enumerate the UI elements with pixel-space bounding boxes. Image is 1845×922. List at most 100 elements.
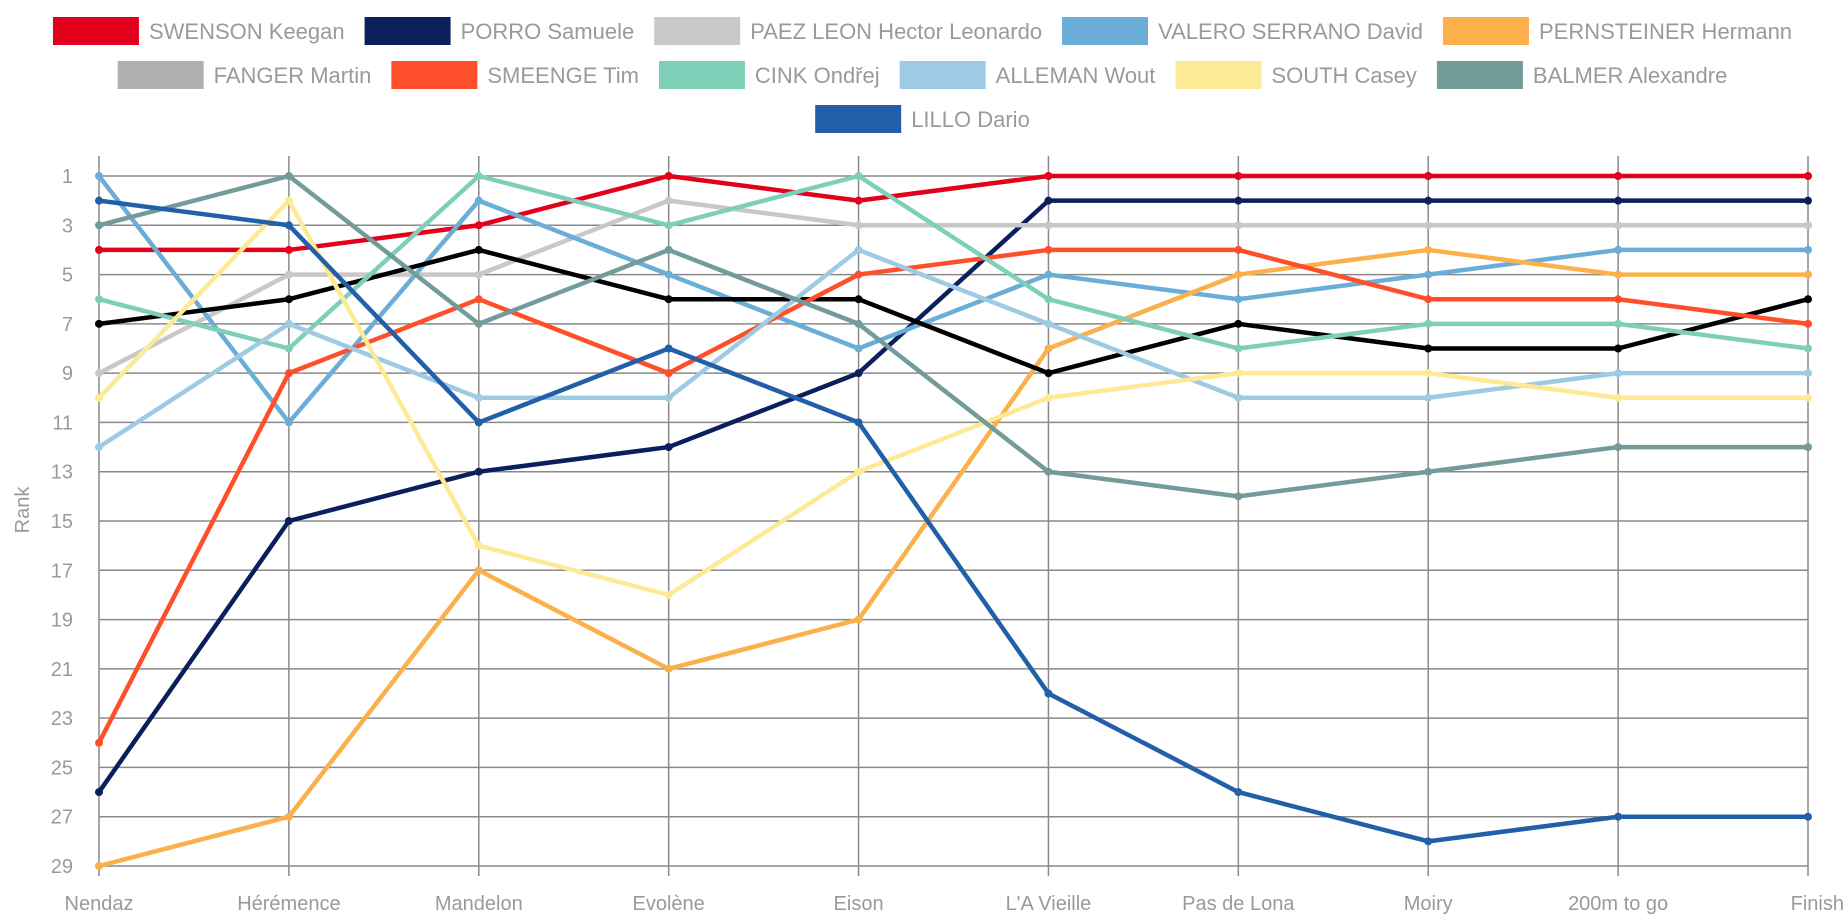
data-point[interactable] <box>284 517 293 525</box>
data-point[interactable] <box>1234 393 1243 402</box>
data-point[interactable] <box>1044 221 1053 230</box>
data-point[interactable] <box>95 862 103 870</box>
data-point[interactable] <box>664 172 673 180</box>
data-point[interactable] <box>1044 319 1053 328</box>
data-point[interactable] <box>1614 221 1623 230</box>
data-point[interactable] <box>854 418 863 427</box>
data-point[interactable] <box>854 319 863 328</box>
data-point[interactable] <box>474 221 483 230</box>
data-point[interactable] <box>95 788 103 797</box>
data-point[interactable] <box>1614 319 1623 328</box>
data-point[interactable] <box>1424 467 1433 476</box>
data-point[interactable] <box>1424 295 1433 304</box>
data-point[interactable] <box>854 196 863 205</box>
data-point[interactable] <box>854 369 863 378</box>
data-point[interactable] <box>1424 344 1433 353</box>
data-point[interactable] <box>474 467 483 476</box>
data-point[interactable] <box>474 270 483 279</box>
data-point[interactable] <box>1804 172 1812 180</box>
data-point[interactable] <box>854 344 863 353</box>
legend-item-smeenge-tim[interactable]: SMEENGE Tim <box>391 61 639 89</box>
data-point[interactable] <box>474 393 483 402</box>
data-point[interactable] <box>1804 369 1812 378</box>
data-point[interactable] <box>854 172 863 180</box>
data-point[interactable] <box>284 245 293 254</box>
data-point[interactable] <box>1044 270 1053 279</box>
data-point[interactable] <box>1234 295 1243 304</box>
data-point[interactable] <box>95 245 103 254</box>
data-point[interactable] <box>854 615 863 624</box>
data-point[interactable] <box>284 196 293 205</box>
data-point[interactable] <box>284 319 293 328</box>
series-line[interactable] <box>96 247 1811 746</box>
data-point[interactable] <box>95 443 103 452</box>
legend-item-paez-leon-hector-leonardo[interactable]: PAEZ LEON Hector Leonardo <box>654 17 1042 45</box>
data-point[interactable] <box>1044 393 1053 402</box>
data-point[interactable] <box>1424 196 1433 205</box>
data-point[interactable] <box>474 319 483 328</box>
data-point[interactable] <box>1804 393 1812 402</box>
data-point[interactable] <box>1614 443 1623 452</box>
data-point[interactable] <box>1044 369 1053 378</box>
data-point[interactable] <box>284 812 293 821</box>
data-point[interactable] <box>1234 319 1243 328</box>
series-line[interactable] <box>96 198 1811 598</box>
data-point[interactable] <box>1424 270 1433 279</box>
data-point[interactable] <box>664 369 673 378</box>
data-point[interactable] <box>1804 344 1812 353</box>
data-point[interactable] <box>1234 172 1243 180</box>
data-point[interactable] <box>1044 196 1053 205</box>
data-point[interactable] <box>95 393 103 402</box>
data-point[interactable] <box>1424 319 1433 328</box>
legend-item-lillo-dario[interactable]: LILLO Dario <box>815 105 1030 133</box>
data-point[interactable] <box>1614 812 1623 821</box>
data-point[interactable] <box>474 418 483 427</box>
data-point[interactable] <box>664 221 673 230</box>
data-point[interactable] <box>1234 344 1243 353</box>
data-point[interactable] <box>474 295 483 304</box>
data-point[interactable] <box>1424 393 1433 402</box>
data-point[interactable] <box>95 738 103 747</box>
data-point[interactable] <box>1804 295 1812 304</box>
data-point[interactable] <box>1044 172 1053 180</box>
data-point[interactable] <box>284 369 293 378</box>
legend-item-swenson-keegan[interactable]: SWENSON Keegan <box>52 17 345 45</box>
data-point[interactable] <box>1234 221 1243 230</box>
data-point[interactable] <box>284 172 293 180</box>
legend-item-valero-serrano-david[interactable]: VALERO SERRANO David <box>1062 17 1423 45</box>
data-point[interactable] <box>474 196 483 205</box>
data-point[interactable] <box>1614 344 1623 353</box>
data-point[interactable] <box>284 221 293 230</box>
data-point[interactable] <box>284 270 293 279</box>
legend-item-south-casey[interactable]: SOUTH Casey <box>1175 61 1417 89</box>
legend-item-pernsteiner-hermann[interactable]: PERNSTEINER Hermann <box>1442 17 1792 45</box>
series-line[interactable] <box>96 173 1811 253</box>
data-point[interactable] <box>664 393 673 402</box>
data-point[interactable] <box>1804 443 1812 452</box>
data-point[interactable] <box>1044 467 1053 476</box>
data-point[interactable] <box>664 590 673 599</box>
series-line[interactable] <box>96 247 1811 376</box>
data-point[interactable] <box>1614 270 1623 279</box>
data-point[interactable] <box>664 295 673 304</box>
data-point[interactable] <box>664 270 673 279</box>
series-line[interactable] <box>96 247 1811 869</box>
data-point[interactable] <box>1234 270 1243 279</box>
data-point[interactable] <box>95 369 103 378</box>
data-point[interactable] <box>1424 172 1433 180</box>
data-point[interactable] <box>1234 492 1243 501</box>
data-point[interactable] <box>284 418 293 427</box>
data-point[interactable] <box>95 172 103 180</box>
data-point[interactable] <box>95 196 103 205</box>
data-point[interactable] <box>1804 319 1812 328</box>
series-line[interactable] <box>96 173 1811 499</box>
data-point[interactable] <box>854 245 863 254</box>
legend-item-porro-samuele[interactable]: PORRO Samuele <box>364 17 635 45</box>
data-point[interactable] <box>1424 837 1433 846</box>
data-point[interactable] <box>284 344 293 353</box>
data-point[interactable] <box>1044 295 1053 304</box>
data-point[interactable] <box>1614 196 1623 205</box>
data-point[interactable] <box>284 295 293 304</box>
data-point[interactable] <box>1424 221 1433 230</box>
data-point[interactable] <box>854 295 863 304</box>
